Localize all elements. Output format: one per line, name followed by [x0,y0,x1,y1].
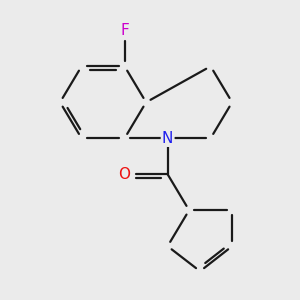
Text: N: N [162,131,173,146]
Text: O: O [118,167,130,182]
Text: F: F [120,23,129,38]
